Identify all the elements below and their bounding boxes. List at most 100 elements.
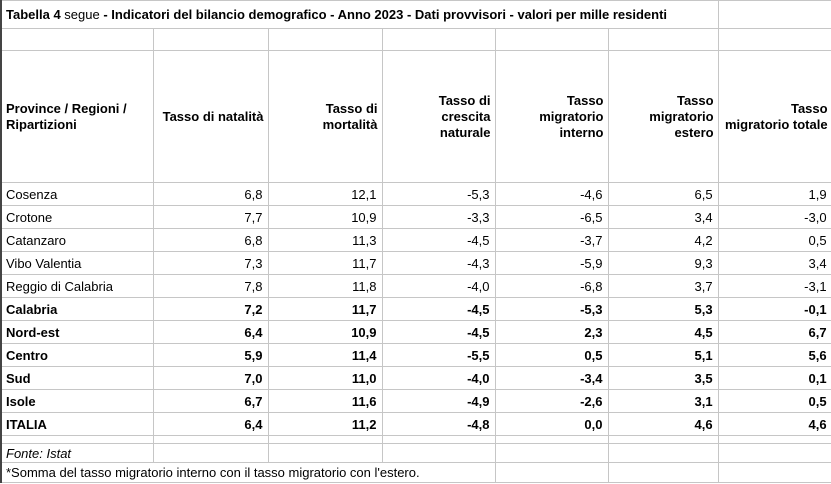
cell-value: 11,6 bbox=[267, 389, 383, 413]
empty-cell bbox=[152, 435, 269, 444]
table-row: Nord-est 6,4 10,9 -4,5 2,3 4,5 6,7 bbox=[0, 320, 831, 344]
table-row: Vibo Valentia 7,3 11,7 -4,3 -5,9 9,3 3,4 bbox=[0, 251, 831, 275]
source-row: Fonte: Istat bbox=[0, 443, 831, 463]
empty-cell bbox=[0, 28, 154, 51]
table-row: Catanzaro 6,8 11,3 -4,5 -3,7 4,2 0,5 bbox=[0, 228, 831, 252]
title-empty-cell bbox=[717, 0, 831, 29]
empty-cell bbox=[0, 435, 154, 444]
cell-region-label: Centro bbox=[0, 343, 154, 367]
cell-value: 6,5 bbox=[607, 182, 719, 206]
cell-value: 10,9 bbox=[267, 205, 383, 229]
empty-cell bbox=[152, 28, 269, 51]
empty-cell bbox=[152, 443, 269, 463]
spacer-row bbox=[0, 28, 831, 51]
cell-value: 6,7 bbox=[717, 320, 831, 344]
cell-value: 5,9 bbox=[152, 343, 269, 367]
cell-value: 3,5 bbox=[607, 366, 719, 390]
empty-cell bbox=[717, 435, 831, 444]
column-header-migratorio-estero: Tasso migratorio estero bbox=[607, 50, 719, 183]
cell-value: 11,3 bbox=[267, 228, 383, 252]
table-row: Cosenza 6,8 12,1 -5,3 -4,6 6,5 1,9 bbox=[0, 182, 831, 206]
table-row: Crotone 7,7 10,9 -3,3 -6,5 3,4 -3,0 bbox=[0, 205, 831, 229]
empty-cell bbox=[607, 443, 719, 463]
empty-cell bbox=[717, 443, 831, 463]
column-header-province-regioni: Province / Regioni / Ripartizioni bbox=[0, 50, 154, 183]
cell-value: -3,3 bbox=[381, 205, 496, 229]
cell-region-label: Catanzaro bbox=[0, 228, 154, 252]
column-header-row: Province / Regioni / Ripartizioni Tasso … bbox=[0, 50, 831, 183]
cell-value: 11,4 bbox=[267, 343, 383, 367]
column-header-migratorio-totale: Tasso migratorio totale bbox=[717, 50, 831, 183]
cell-value: 11,8 bbox=[267, 274, 383, 298]
cell-value: -5,3 bbox=[494, 297, 609, 321]
cell-value: 6,7 bbox=[152, 389, 269, 413]
empty-cell bbox=[607, 28, 719, 51]
cell-value: 3,4 bbox=[717, 251, 831, 275]
empty-cell bbox=[267, 443, 383, 463]
cell-region-label: Nord-est bbox=[0, 320, 154, 344]
cell-value: 9,3 bbox=[607, 251, 719, 275]
title-segue: segue bbox=[60, 7, 100, 22]
cell-value: 2,3 bbox=[494, 320, 609, 344]
table-row: ITALIA 6,4 11,2 -4,8 0,0 4,6 4,6 bbox=[0, 412, 831, 436]
cell-value: 11,0 bbox=[267, 366, 383, 390]
cell-value: -3,0 bbox=[717, 205, 831, 229]
cell-value: -2,6 bbox=[494, 389, 609, 413]
cell-value: 0,5 bbox=[717, 389, 831, 413]
cell-value: -4,5 bbox=[381, 297, 496, 321]
empty-cell bbox=[607, 435, 719, 444]
cell-value: -4,5 bbox=[381, 320, 496, 344]
cell-value: -4,9 bbox=[381, 389, 496, 413]
cell-value: -4,0 bbox=[381, 366, 496, 390]
cell-region-label: Crotone bbox=[0, 205, 154, 229]
cell-value: 11,2 bbox=[267, 412, 383, 436]
cell-value: 5,1 bbox=[607, 343, 719, 367]
empty-cell bbox=[717, 462, 831, 483]
empty-cell bbox=[267, 435, 383, 444]
table-row: Isole 6,7 11,6 -4,9 -2,6 3,1 0,5 bbox=[0, 389, 831, 413]
cell-value: 7,0 bbox=[152, 366, 269, 390]
cell-value: 0,1 bbox=[717, 366, 831, 390]
empty-cell bbox=[494, 443, 609, 463]
column-header-migratorio-interno: Tasso migratorio interno bbox=[494, 50, 609, 183]
empty-cell bbox=[494, 462, 609, 483]
column-header-crescita-naturale: Tasso di crescita naturale bbox=[381, 50, 496, 183]
cell-value: -3,4 bbox=[494, 366, 609, 390]
cell-value: 5,6 bbox=[717, 343, 831, 367]
empty-cell bbox=[267, 28, 383, 51]
cell-value: 6,8 bbox=[152, 182, 269, 206]
cell-value: -6,8 bbox=[494, 274, 609, 298]
cell-value: 6,8 bbox=[152, 228, 269, 252]
cell-value: 11,7 bbox=[267, 297, 383, 321]
cell-value: 0,0 bbox=[494, 412, 609, 436]
cell-value: 11,7 bbox=[267, 251, 383, 275]
cell-value: -5,5 bbox=[381, 343, 496, 367]
title-row: Tabella 4 segue - Indicatori del bilanci… bbox=[0, 0, 831, 29]
footnote-text: *Somma del tasso migratorio interno con … bbox=[0, 462, 496, 483]
cell-value: -5,9 bbox=[494, 251, 609, 275]
cell-region-label: Vibo Valentia bbox=[0, 251, 154, 275]
cell-value: 7,2 bbox=[152, 297, 269, 321]
table-row: Reggio di Calabria 7,8 11,8 -4,0 -6,8 3,7 -3,1 bbox=[0, 274, 831, 298]
cell-value: 7,8 bbox=[152, 274, 269, 298]
empty-cell bbox=[717, 28, 831, 51]
cell-value: -4,5 bbox=[381, 228, 496, 252]
source-text: Fonte: Istat bbox=[0, 443, 154, 463]
table-footer: Fonte: Istat *Somma del tasso migratorio… bbox=[0, 435, 831, 483]
cell-value: 0,5 bbox=[717, 228, 831, 252]
table-row: Centro 5,9 11,4 -5,5 0,5 5,1 5,6 bbox=[0, 343, 831, 367]
cell-value: -4,0 bbox=[381, 274, 496, 298]
cell-value: 6,4 bbox=[152, 320, 269, 344]
cell-value: 7,3 bbox=[152, 251, 269, 275]
table-row: Calabria 7,2 11,7 -4,5 -5,3 5,3 -0,1 bbox=[0, 297, 831, 321]
cell-value: 4,6 bbox=[607, 412, 719, 436]
footnote-row: *Somma del tasso migratorio interno con … bbox=[0, 462, 831, 483]
table-title: Tabella 4 segue - Indicatori del bilanci… bbox=[0, 0, 719, 29]
cell-value: 4,6 bbox=[717, 412, 831, 436]
cell-value: -0,1 bbox=[717, 297, 831, 321]
cell-value: -3,1 bbox=[717, 274, 831, 298]
cell-value: -3,7 bbox=[494, 228, 609, 252]
cell-region-label: Sud bbox=[0, 366, 154, 390]
pre-footer-spacer-row bbox=[0, 435, 831, 444]
